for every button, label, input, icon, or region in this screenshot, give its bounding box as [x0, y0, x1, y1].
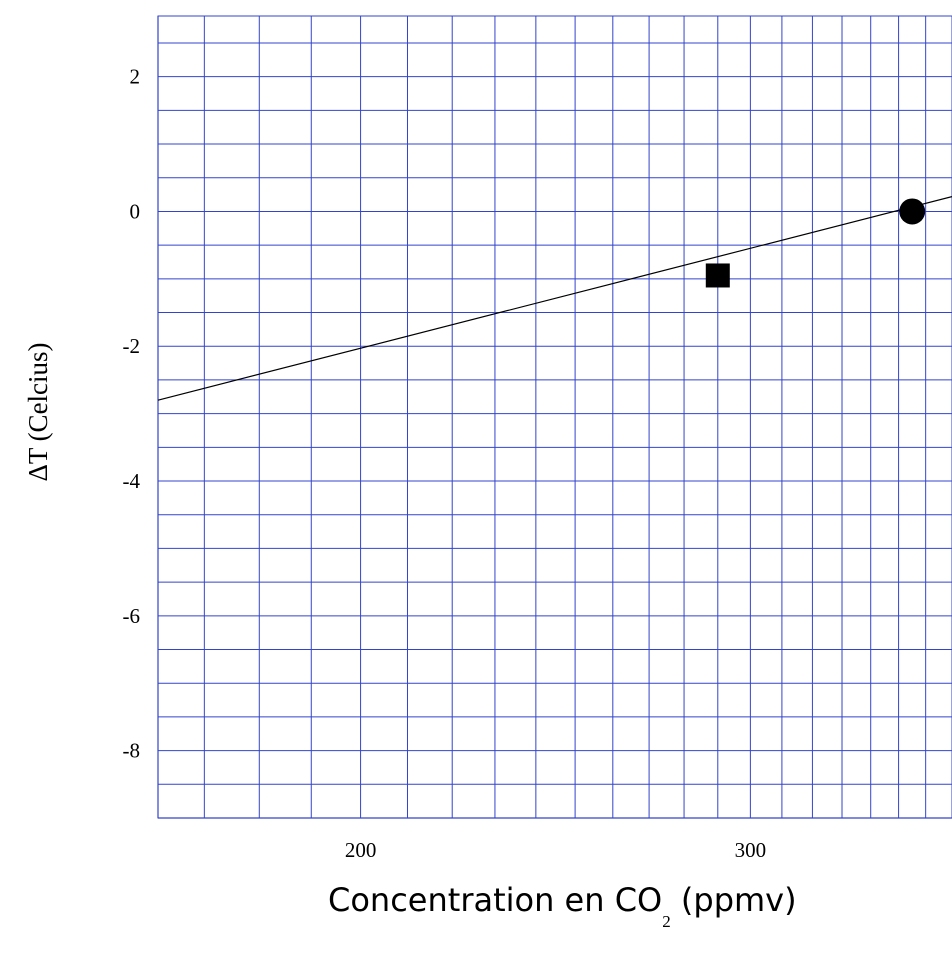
y-tick-label: -4	[123, 469, 141, 493]
y-axis-title: ΔT (Celcius)	[23, 342, 53, 481]
fit-line-group	[157, 196, 952, 401]
axes	[157, 16, 952, 819]
fit-line	[157, 196, 952, 401]
grid	[157, 15, 952, 819]
data-point-square	[705, 263, 730, 288]
x-axis-title: Concentration en CO2 (ppmv)	[328, 881, 797, 931]
data-point-circle	[899, 198, 926, 225]
y-tick-label: 2	[130, 65, 141, 89]
plot-border	[157, 15, 952, 819]
y-tick-label: 0	[130, 199, 141, 223]
x-tick-label: 300	[735, 838, 767, 862]
x-axis-title-subscript: 2	[662, 912, 671, 931]
x-tick-labels: 200 300	[345, 838, 766, 862]
x-axis-title-suffix: (ppmv)	[671, 881, 797, 919]
data-points	[705, 198, 926, 288]
x-tick-label: 200	[345, 838, 377, 862]
x-axis-title-prefix: Concentration en CO	[328, 881, 662, 919]
y-tick-labels: 2 0 -2 -4 -6 -8	[123, 65, 141, 763]
y-tick-label: -2	[123, 334, 141, 358]
y-tick-label: -6	[123, 604, 141, 628]
y-tick-label: -8	[123, 739, 141, 763]
